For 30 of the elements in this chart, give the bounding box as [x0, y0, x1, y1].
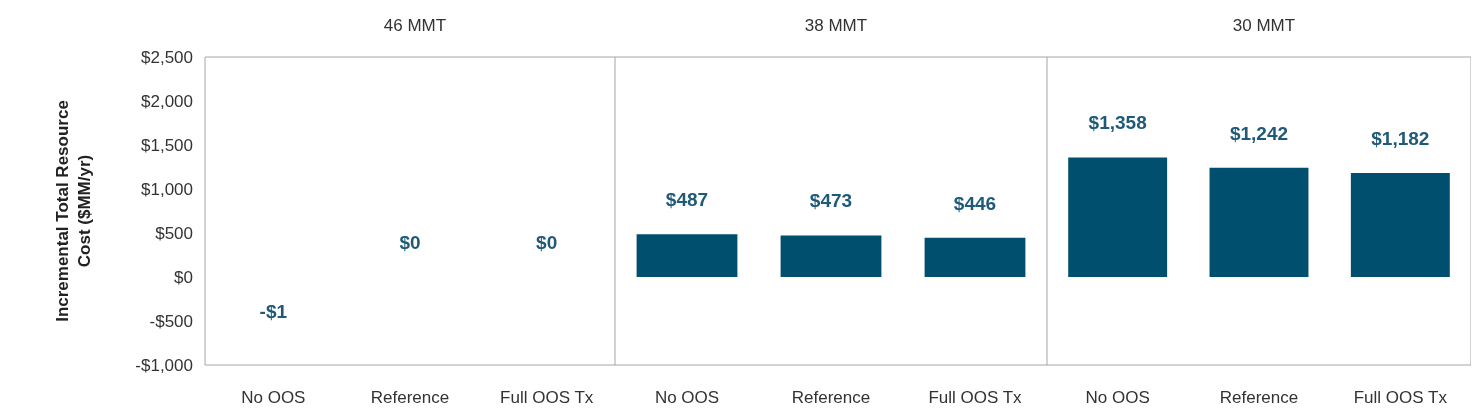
data-label: $1,242: [1229, 122, 1289, 144]
y-tick-label: $0: [174, 267, 193, 287]
x-tick-label: Full OOS Tx: [1353, 388, 1448, 407]
x-tick-label: No OOS: [654, 388, 720, 407]
y-axis-title: Incremental Total Resource Cost ($MM/yr): [52, 100, 94, 322]
x-tick-label: No OOS: [1085, 388, 1150, 407]
data-label: $487: [665, 189, 709, 211]
y-tick-label: -$1,000: [135, 355, 193, 375]
y-tick-label: $500: [155, 223, 193, 243]
chart-title: 38 MMT: [804, 16, 868, 35]
x-tick-label: No OOS: [241, 388, 306, 407]
x-tick-label: Full OOS Tx: [500, 388, 594, 407]
x-tick-label: Reference: [1219, 388, 1299, 407]
data-label: $0: [536, 232, 558, 253]
x-tick-label: Full OOS Tx: [928, 388, 1023, 407]
chart-title: 46 MMT: [383, 16, 447, 35]
x-tick-label: Reference: [791, 388, 871, 407]
y-tick-label: $1,000: [141, 179, 193, 199]
data-label: $473: [809, 190, 853, 212]
data-label: $446: [953, 192, 997, 214]
data-label: -$1: [259, 301, 288, 323]
y-tick-label: $2,000: [141, 91, 193, 111]
y-tick-label: -$500: [149, 311, 193, 331]
data-label: $1,182: [1371, 127, 1430, 149]
data-label: $1,358: [1088, 112, 1147, 134]
chart-title: 30 MMT: [1232, 16, 1296, 35]
data-label: $0: [399, 232, 421, 253]
x-tick-label: Reference: [370, 388, 450, 407]
y-tick-label: $2,500: [141, 47, 193, 67]
y-tick-label: $1,500: [141, 135, 193, 155]
